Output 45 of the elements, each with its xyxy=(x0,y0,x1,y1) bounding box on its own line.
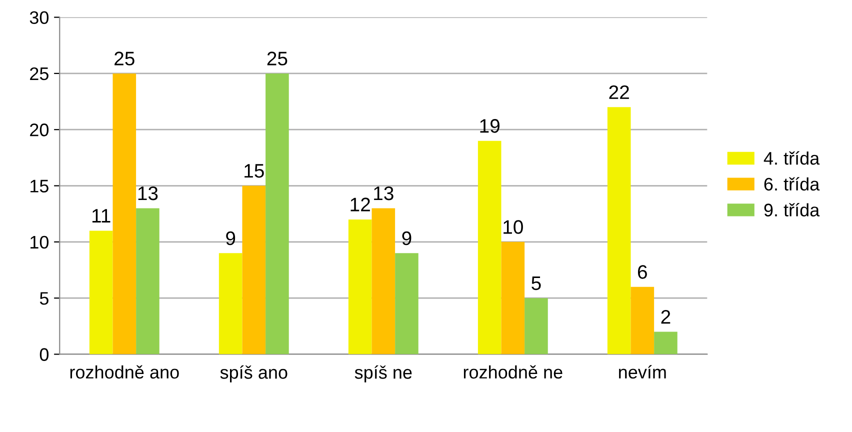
data-label: 6 xyxy=(638,265,647,279)
bar xyxy=(524,298,548,354)
data-label: 11 xyxy=(92,209,110,222)
data-label: 9 xyxy=(402,231,412,246)
data-label: 13 xyxy=(374,186,394,200)
data-label: 13 xyxy=(138,186,158,200)
bar xyxy=(136,208,160,354)
y-tick-label: 15 xyxy=(30,180,48,192)
y-tick-label: 10 xyxy=(30,236,49,249)
bar xyxy=(266,73,289,354)
bar xyxy=(478,140,502,354)
data-label: 10 xyxy=(504,220,523,234)
bar xyxy=(89,230,113,354)
y-tick-label: 30 xyxy=(30,11,49,24)
bar xyxy=(348,219,372,354)
data-label: 25 xyxy=(114,52,134,66)
legend-label: 6. třída xyxy=(764,177,820,191)
x-tick-label: spíš ne xyxy=(354,365,412,382)
data-label: 25 xyxy=(267,52,288,66)
y-tick-label: 5 xyxy=(40,292,48,305)
x-tick-label: rozhodně ano xyxy=(70,365,179,379)
bar xyxy=(501,242,525,354)
y-tick-label: 20 xyxy=(30,124,49,136)
bar xyxy=(112,73,136,354)
data-label: 2 xyxy=(661,310,670,324)
y-tick-label: 0 xyxy=(40,348,49,361)
x-tick-label: spíš ano xyxy=(220,365,288,382)
bar xyxy=(242,186,266,354)
bar xyxy=(607,107,631,354)
data-label: 19 xyxy=(480,119,500,133)
bar xyxy=(654,332,678,354)
data-label: 15 xyxy=(244,164,264,178)
data-label: 5 xyxy=(532,276,541,290)
y-tick-label: 25 xyxy=(30,67,48,80)
data-label: 12 xyxy=(350,198,370,212)
legend-label: 9. třída xyxy=(764,202,820,216)
legend-label: 4. třída xyxy=(764,151,820,165)
data-label: 9 xyxy=(226,231,236,246)
bar xyxy=(395,253,418,354)
bar xyxy=(372,208,396,354)
x-tick-label: rozhodně ne xyxy=(464,365,562,379)
bar xyxy=(630,286,654,354)
data-label: 22 xyxy=(609,85,629,99)
bar xyxy=(218,253,242,354)
x-tick-label: nevím xyxy=(619,365,666,379)
